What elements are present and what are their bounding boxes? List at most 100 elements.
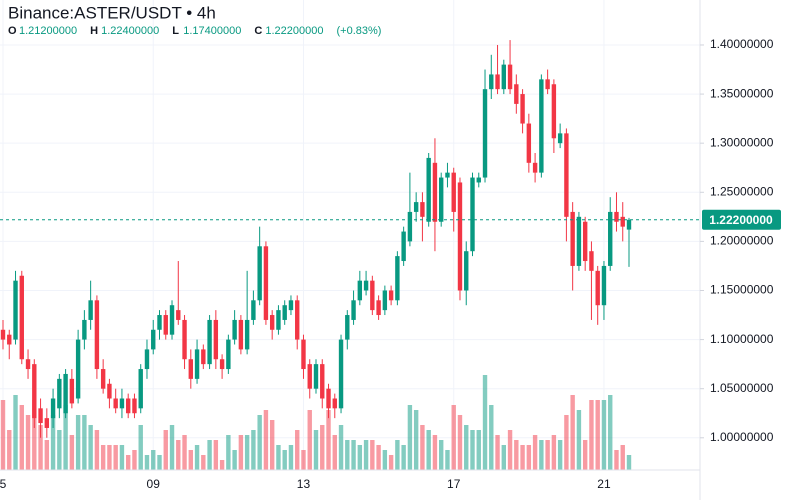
candle-body <box>564 133 569 217</box>
candle-body <box>19 275 24 360</box>
candle-body <box>507 64 513 90</box>
volume-bar <box>620 445 625 470</box>
candle-body <box>470 177 475 252</box>
volume-bar <box>445 450 450 470</box>
volume-bar <box>626 455 632 470</box>
volume-bar <box>126 455 131 470</box>
candle-body <box>44 418 50 428</box>
ohlc-value: 1.21200000 <box>19 25 77 37</box>
candle-body <box>589 251 594 271</box>
candle-body <box>263 246 269 320</box>
candle-body <box>188 359 193 379</box>
volume-bar <box>100 445 106 470</box>
volume-bar <box>57 430 62 470</box>
candle-body <box>545 79 550 90</box>
volume-bar <box>470 430 475 470</box>
last-price-box <box>702 209 781 230</box>
candle-body <box>482 89 488 178</box>
volume-bar <box>157 455 162 470</box>
volume-bar <box>244 435 250 470</box>
candle-body <box>251 300 256 320</box>
volume-bar <box>263 410 269 470</box>
candle-body <box>320 364 325 399</box>
grid <box>0 0 700 470</box>
candle-body <box>201 349 206 365</box>
y-tick-label: 1.30000000 <box>710 135 774 149</box>
candle-body <box>126 398 131 414</box>
volume-bar <box>138 425 143 470</box>
volume-bar <box>219 460 225 470</box>
candle-body <box>219 359 225 370</box>
volume-bar <box>351 440 356 470</box>
volume-bar <box>326 410 331 470</box>
candle-body <box>432 162 438 222</box>
y-tick-label: 1.05000000 <box>710 381 774 395</box>
candle-body <box>395 256 400 301</box>
volume-bar <box>201 455 206 470</box>
candle-body <box>100 369 106 389</box>
volume-bar <box>119 445 125 470</box>
x-tick-label: 09 <box>147 477 161 491</box>
x-tick-label: 5 <box>0 477 7 491</box>
candle-body <box>420 202 425 217</box>
candle-body <box>176 310 181 320</box>
volume-bar <box>545 440 550 470</box>
volume-bar <box>532 435 538 470</box>
volume-bar <box>301 450 306 470</box>
volume-bar <box>451 405 456 470</box>
candle-body <box>620 216 625 227</box>
volume-bar <box>526 445 532 470</box>
candle-body <box>514 84 519 104</box>
candle-body <box>295 300 300 340</box>
candle-body <box>370 280 375 311</box>
candle-body <box>532 162 538 173</box>
volume-bar <box>376 445 381 470</box>
volume-bar <box>50 415 56 470</box>
candle-body <box>113 398 118 409</box>
candle-body <box>257 246 262 301</box>
volume-bar <box>464 425 469 470</box>
volume-bar <box>7 430 12 470</box>
volume-bar <box>282 450 287 470</box>
candle-body <box>213 319 219 360</box>
candle-body <box>151 329 156 350</box>
volume-bar <box>420 425 425 470</box>
volume-bar <box>313 430 319 470</box>
volume-bar <box>194 445 200 470</box>
volume-bar <box>489 405 494 470</box>
volume-bar <box>232 450 237 470</box>
volume-bar <box>345 440 350 470</box>
candle-body <box>520 94 525 124</box>
candle-body <box>388 290 394 301</box>
candle-body <box>614 211 619 222</box>
volume-bar <box>320 425 325 470</box>
candle-body <box>13 280 18 340</box>
volume-bar <box>107 445 112 470</box>
y-tick-label: 1.20000000 <box>710 234 774 248</box>
y-tick-label: 1.00000000 <box>710 430 774 444</box>
candle-body <box>276 310 281 330</box>
volume-bar <box>207 440 212 470</box>
candle-body <box>382 290 388 311</box>
volume-bar <box>144 455 150 470</box>
candle-body <box>94 300 100 370</box>
volume-bar <box>401 445 406 470</box>
candle-body <box>338 339 344 409</box>
volume-bar <box>0 400 6 470</box>
candle-body <box>495 74 500 90</box>
candle-body <box>232 319 237 340</box>
volume-bar <box>582 440 588 470</box>
volume-bar <box>595 400 600 470</box>
candle-body <box>351 300 356 320</box>
candle-body <box>82 319 87 340</box>
volume-bar <box>163 430 168 470</box>
candles <box>0 40 632 438</box>
volume-bar <box>501 445 506 470</box>
volume-bar <box>151 450 156 470</box>
candle-body <box>75 339 81 399</box>
candle-body <box>288 300 294 311</box>
volume-bar <box>388 455 394 470</box>
volume-bar <box>82 415 87 470</box>
candle-body <box>163 315 168 335</box>
